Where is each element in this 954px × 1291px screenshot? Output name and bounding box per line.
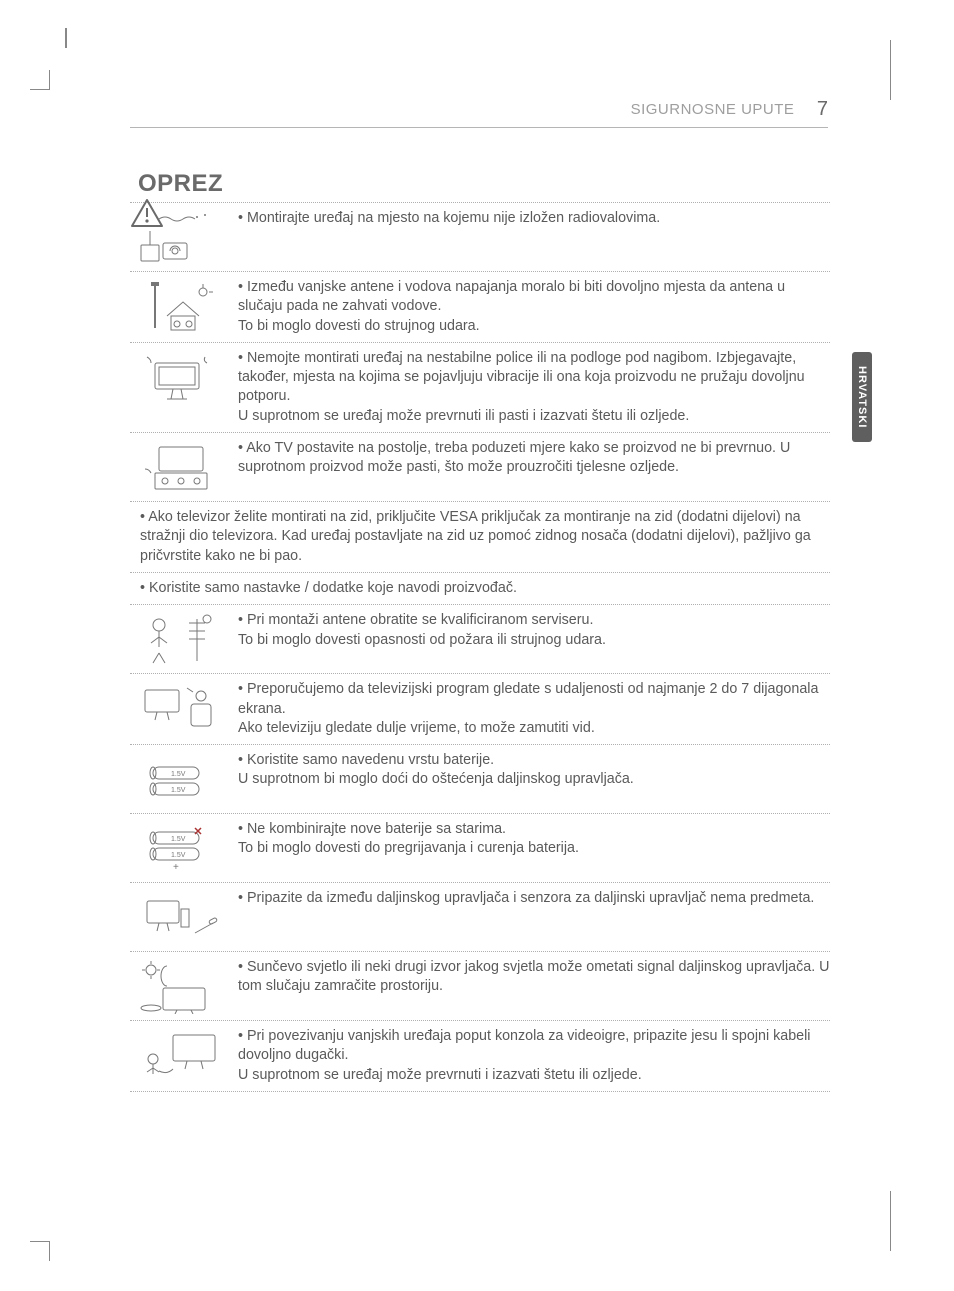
instruction-text: Koristite samo nastavke / dodatke koje n… — [140, 579, 830, 598]
instruction-row: Pri montaži antene obratite se kvalifici… — [130, 605, 830, 674]
unstable-tv-icon — [130, 349, 230, 405]
content: OPREZ Montirajte uređaj na mjesto na koj… — [130, 170, 830, 1092]
instruction-text: Pripazite da između daljinskog upravljač… — [238, 889, 830, 908]
crop-mark — [30, 1241, 50, 1261]
instruction-text: Ako TV postavite na postolje, treba podu… — [238, 439, 830, 478]
instruction-row: Pri povezivanju vanjskih uređaja poput k… — [130, 1021, 830, 1092]
svg-text:+: + — [173, 862, 179, 873]
instruction-text: Koristite samo navedenu vrstu baterije.U… — [238, 751, 830, 790]
instruction-row: Pripazite da između daljinskog upravljač… — [130, 883, 830, 952]
instruction-text: Pri povezivanju vanjskih uređaja poput k… — [238, 1027, 830, 1085]
crop-mark — [890, 1191, 891, 1251]
instruction-row: Nemojte montirati uređaj na nestabilne p… — [130, 343, 830, 433]
language-tab: HRVATSKI — [852, 352, 872, 442]
instruction-row: Sunčevo svjetlo ili neki drugi izvor jak… — [130, 952, 830, 1021]
caution-label: OPREZ — [138, 170, 223, 198]
svg-text:1.5V: 1.5V — [171, 852, 186, 859]
sunlight-remote-icon — [130, 958, 230, 1014]
svg-text:1.5V: 1.5V — [171, 836, 186, 843]
instruction-row: 1.5V 1.5V + Ne kombinirajte nove baterije … — [130, 814, 830, 883]
battery-mix-icon: 1.5V 1.5V + — [130, 820, 230, 876]
remote-obstacle-icon — [130, 889, 230, 945]
page-number: 7 — [817, 98, 828, 121]
instruction-row: Ako televizor želite montirati na zid, p… — [130, 502, 830, 573]
serviceman-icon — [130, 611, 230, 667]
instruction-text: Nemojte montirati uređaj na nestabilne p… — [238, 349, 830, 426]
caution-heading: OPREZ — [130, 170, 830, 198]
viewing-distance-icon — [130, 680, 230, 736]
header-title: SIGURNOSNE UPUTE — [631, 101, 795, 118]
instruction-row: Montirajte uređaj na mjesto na kojemu ni… — [130, 202, 830, 272]
page-header: SIGURNOSNE UPUTE 7 — [130, 98, 828, 128]
instruction-text: Ne kombinirajte nove baterije sa starima… — [238, 820, 830, 859]
instruction-row: Ako TV postavite na postolje, treba podu… — [130, 433, 830, 502]
crop-mark — [65, 28, 67, 48]
instruction-text: Pri montaži antene obratite se kvalifici… — [238, 611, 830, 650]
tv-stand-icon — [130, 439, 230, 495]
instruction-text: Sunčevo svjetlo ili neki drugi izvor jak… — [238, 958, 830, 997]
instruction-text: Ako televizor želite montirati na zid, p… — [140, 508, 830, 566]
antenna-house-icon — [130, 278, 230, 334]
svg-text:1.5V: 1.5V — [171, 771, 186, 778]
instruction-row: 1.5V 1.5V Koristite samo navedenu vrstu b… — [130, 745, 830, 814]
crop-mark — [890, 40, 891, 100]
instruction-row: Koristite samo nastavke / dodatke koje n… — [130, 573, 830, 605]
instruction-row: Između vanjske antene i vodova napajanja… — [130, 272, 830, 343]
instruction-text: Između vanjske antene i vodova napajanja… — [238, 278, 830, 336]
page: SIGURNOSNE UPUTE 7 HRVATSKI OPREZ Montir… — [0, 0, 954, 1291]
svg-text:1.5V: 1.5V — [171, 787, 186, 794]
battery-icon: 1.5V 1.5V — [130, 751, 230, 807]
cable-console-icon — [130, 1027, 230, 1083]
instruction-text: Montirajte uređaj na mjesto na kojemu ni… — [238, 209, 830, 228]
instruction-row: Preporučujemo da televizijski program gl… — [130, 674, 830, 745]
crop-mark — [30, 70, 50, 90]
instruction-text: Preporučujemo da televizijski program gl… — [238, 680, 830, 738]
